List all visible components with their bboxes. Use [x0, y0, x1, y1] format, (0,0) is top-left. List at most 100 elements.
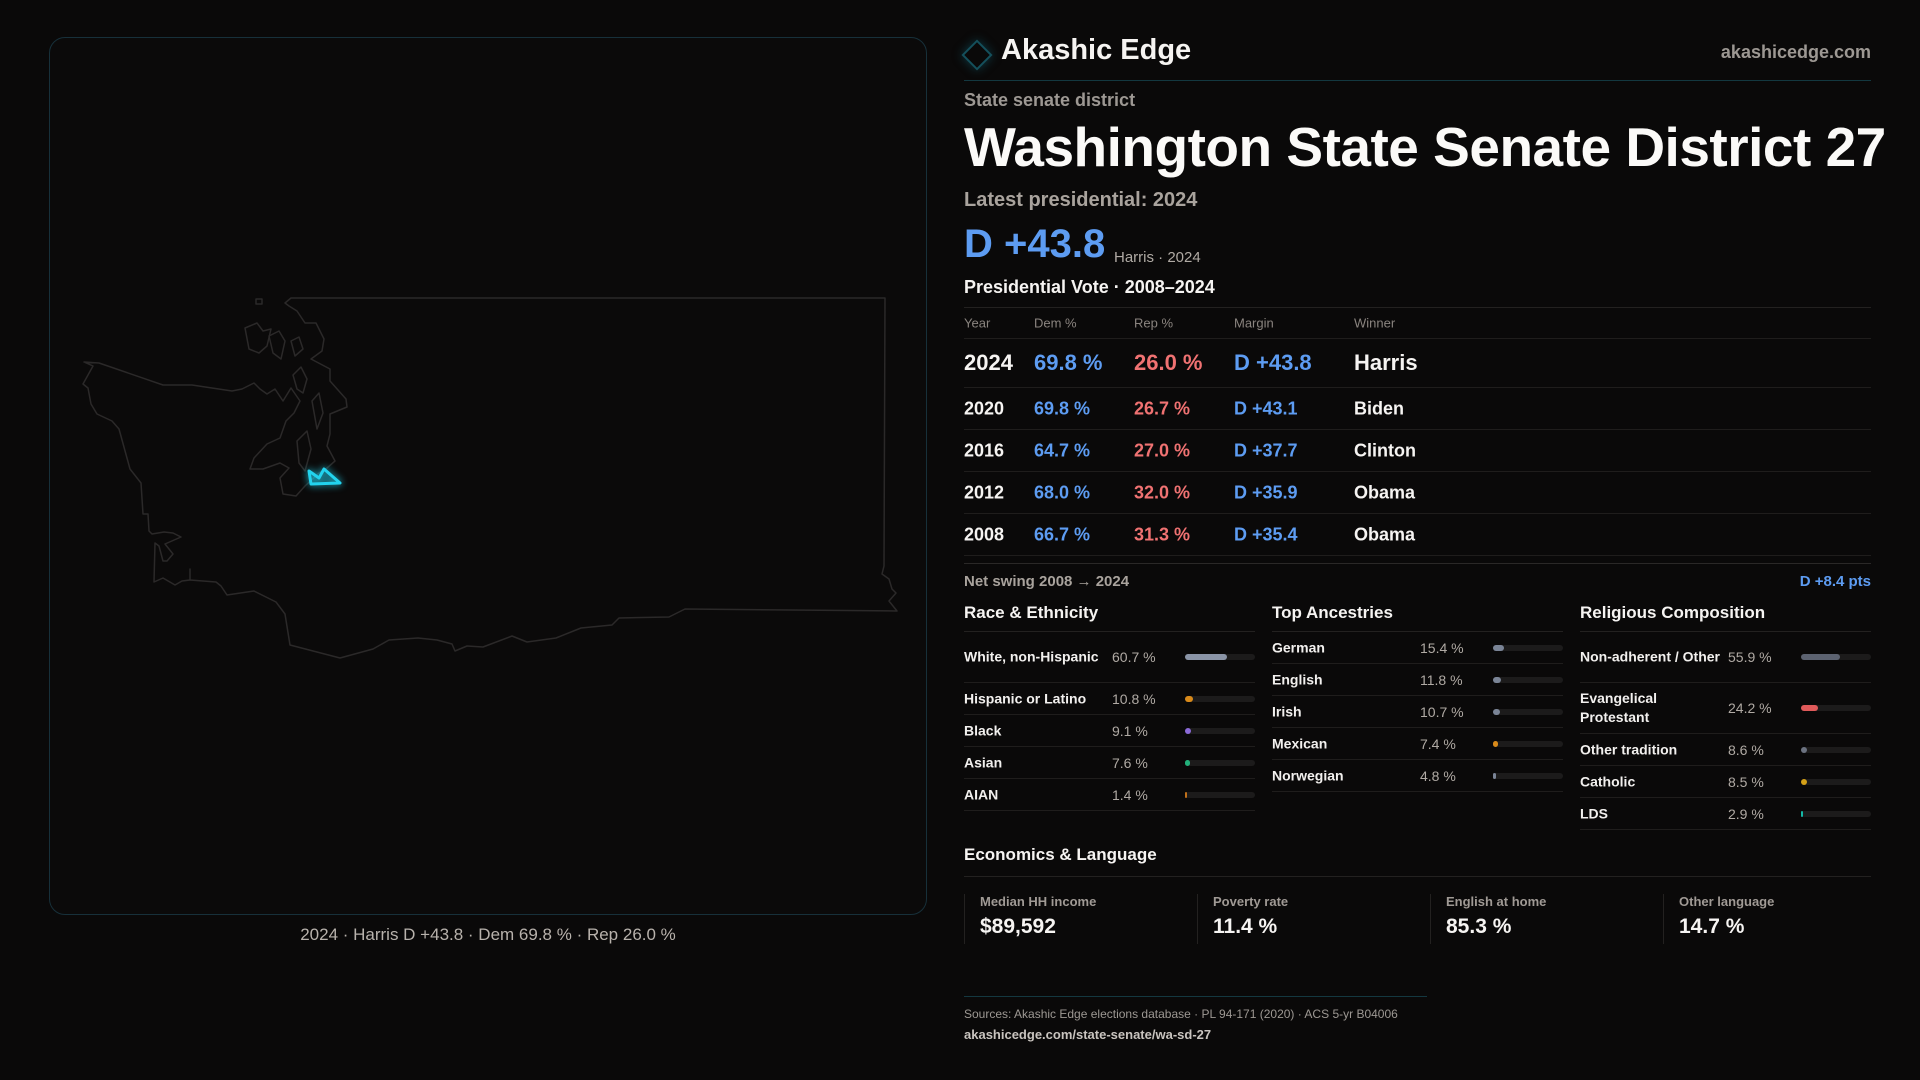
bar-track [1801, 705, 1871, 711]
island [292, 366, 308, 394]
cell-year: 2008 [964, 524, 1005, 544]
divider [964, 563, 1871, 564]
sources: Sources: Akashic Edge elections database… [964, 1007, 1398, 1021]
header: Akashic Edge akashicedge.com [961, 34, 1871, 78]
bar-fill [1493, 740, 1499, 747]
cell-margin: D +35.9 [1234, 482, 1298, 502]
stat-card: Median HH income $89,592 [964, 894, 1197, 944]
bar-track [1185, 654, 1255, 660]
item-label: Asian [964, 754, 1003, 770]
bar-fill [1185, 727, 1192, 734]
item-label: AIAN [964, 786, 999, 802]
stat-label: Median HH income [980, 894, 1097, 909]
table-row[interactable]: 2016 64.7 % 27.0 % D +37.7 Clinton [964, 430, 1871, 472]
bar-fill [1493, 708, 1501, 715]
cell-margin: D +37.7 [1234, 440, 1298, 460]
bar-track [1493, 772, 1563, 779]
item-label: Mexican [1272, 735, 1328, 751]
item-value: 7.4 % [1420, 735, 1456, 752]
bar-fill [1801, 746, 1808, 753]
cell-winner: Harris [1354, 350, 1418, 375]
bar-fill [1185, 654, 1228, 660]
list-item: English 11.8 % [1272, 664, 1563, 696]
item-label: Irish [1272, 703, 1302, 719]
column-header: Winner [1354, 315, 1396, 331]
page-title: Washington State Senate District 27 [964, 116, 1886, 178]
district-27-highlight [307, 467, 342, 486]
cell-year: 2012 [964, 482, 1005, 502]
cell-rep: 31.3 % [1134, 524, 1191, 544]
cell-winner: Clinton [1354, 440, 1416, 460]
bar-track [1493, 740, 1563, 747]
washington-district-map[interactable] [50, 38, 927, 915]
bar-track [1801, 746, 1871, 753]
bar-fill [1801, 705, 1818, 711]
item-value: 8.5 % [1728, 773, 1764, 790]
bar-track [1185, 727, 1255, 734]
item-value: 2.9 % [1728, 805, 1764, 822]
item-label: Non-adherent / Other [1580, 648, 1721, 665]
column-header: Dem % [1034, 315, 1077, 331]
economics-title: Economics & Language [964, 845, 1157, 864]
section-title: Race & Ethnicity [964, 603, 1255, 632]
table-row[interactable]: 2024 69.8 % 26.0 % D +43.8 Harris [964, 339, 1871, 388]
island [311, 392, 324, 430]
bar-fill [1185, 791, 1187, 798]
item-label: White, non-Hispanic [964, 648, 1099, 665]
page-url[interactable]: akashicedge.com/state-senate/wa-sd-27 [964, 1027, 1212, 1042]
bar-track [1801, 654, 1871, 660]
list-item: Hispanic or Latino 10.8 % [964, 683, 1255, 715]
list-item: Asian 7.6 % [964, 747, 1255, 779]
table-row[interactable]: 2020 69.8 % 26.7 % D +43.1 Biden [964, 388, 1871, 430]
list-item: Irish 10.7 % [1272, 696, 1563, 728]
net-swing-value: D +8.4 pts [1799, 573, 1871, 590]
site-link[interactable]: akashicedge.com [1720, 42, 1871, 62]
list-item: Non-adherent / Other 55.9 % [1580, 632, 1871, 683]
column-header: Margin [1234, 315, 1274, 331]
stat-label: Poverty rate [1213, 894, 1289, 909]
bar-track [1493, 676, 1563, 683]
bar-fill [1493, 676, 1502, 683]
item-value: 10.8 % [1112, 690, 1156, 707]
vote-section-title: Presidential Vote · 2008–2024 [964, 277, 1215, 297]
list-item: LDS 2.9 % [1580, 798, 1871, 830]
list-item: White, non-Hispanic 60.7 % [964, 632, 1255, 683]
cell-margin: D +43.8 [1234, 350, 1312, 375]
list-item: Black 9.1 % [964, 715, 1255, 747]
item-label: German [1272, 639, 1325, 655]
section-title: Top Ancestries [1272, 603, 1563, 632]
bar-track [1185, 759, 1255, 766]
item-value: 10.7 % [1420, 703, 1464, 720]
island [290, 336, 304, 357]
list-item: Catholic 8.5 % [1580, 766, 1871, 798]
bar-track [1493, 644, 1563, 651]
cell-margin: D +35.4 [1234, 524, 1298, 544]
cell-winner: Obama [1354, 524, 1416, 544]
item-label: LDS [1580, 805, 1608, 821]
bar-track [1185, 695, 1255, 702]
bar-fill [1185, 759, 1191, 766]
cell-margin: D +43.1 [1234, 398, 1298, 418]
table-row[interactable]: 2008 66.7 % 31.3 % D +35.4 Obama [964, 514, 1871, 556]
list-item: Other tradition 8.6 % [1580, 734, 1871, 766]
demographic-section: Religious Composition Non-adherent / Othe… [1580, 603, 1871, 830]
item-value: 11.8 % [1420, 671, 1463, 688]
stat-value: 14.7 % [1679, 915, 1745, 938]
item-label: Catholic [1580, 773, 1636, 789]
item-value: 15.4 % [1420, 639, 1464, 656]
island [244, 322, 272, 354]
list-item: Evangelical Protestant 24.2 % [1580, 683, 1871, 734]
stat-value: $89,592 [980, 915, 1056, 938]
item-value: 1.4 % [1112, 786, 1148, 803]
item-label: Hispanic or Latino [964, 690, 1087, 706]
bar-fill [1493, 772, 1497, 779]
stat-card: English at home 85.3 % [1430, 894, 1663, 944]
cell-winner: Biden [1354, 398, 1405, 418]
kitsap-inlet [296, 430, 312, 472]
column-header: Rep % [1134, 315, 1174, 331]
cell-winner: Obama [1354, 482, 1416, 502]
table-row[interactable]: 2012 68.0 % 32.0 % D +35.9 Obama [964, 472, 1871, 514]
map-panel[interactable] [49, 37, 927, 915]
island [268, 330, 286, 360]
bar-track [1801, 810, 1871, 817]
